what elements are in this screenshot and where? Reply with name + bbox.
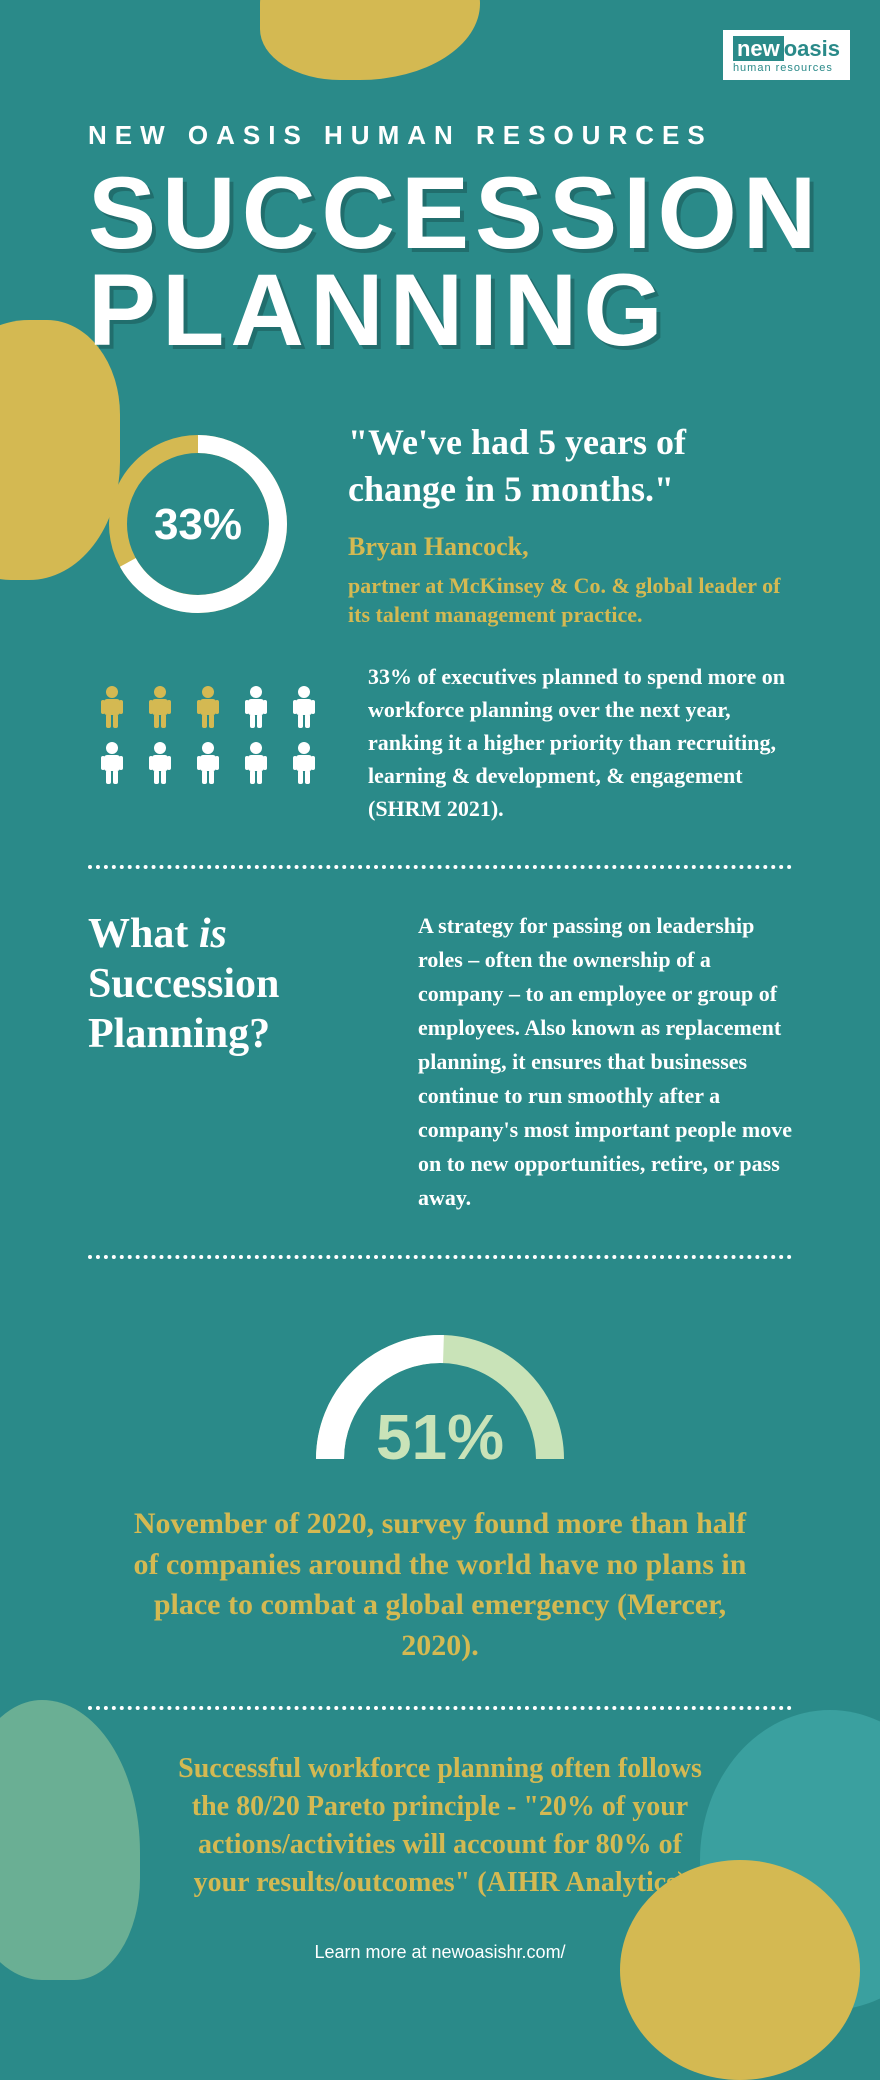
person-icon xyxy=(293,742,315,784)
executive-stat-text: 33% of executives planned to spend more … xyxy=(368,660,792,825)
divider xyxy=(88,1706,792,1710)
person-icon xyxy=(293,686,315,728)
person-icon xyxy=(245,742,267,784)
gauge-percent-label: 51% xyxy=(376,1401,504,1473)
definition-body: A strategy for passing on leadership rol… xyxy=(418,909,792,1216)
divider xyxy=(88,1255,792,1259)
definition-heading: What is Succession Planning? xyxy=(88,909,388,1216)
person-icon xyxy=(149,742,171,784)
quote-attribution-name: Bryan Hancock, xyxy=(348,532,792,562)
quote-attribution-title: partner at McKinsey & Co. & global leade… xyxy=(348,572,792,629)
footer-text: Learn more at newoasishr.com/ xyxy=(88,1942,792,1963)
person-icon xyxy=(197,686,219,728)
gauge-chart: 51% xyxy=(88,1299,792,1484)
pareto-principle-text: Successful workforce planning often foll… xyxy=(168,1750,712,1901)
person-icon xyxy=(101,686,123,728)
person-icon xyxy=(197,742,219,784)
page-title: SUCCESSION PLANNING xyxy=(88,165,792,359)
survey-stat-text: November of 2020, survey found more than… xyxy=(118,1504,762,1666)
person-icon xyxy=(101,742,123,784)
divider xyxy=(88,865,792,869)
quote-text: "We've had 5 years of change in 5 months… xyxy=(348,419,792,513)
page-subtitle: NEW OASIS HUMAN RESOURCES xyxy=(88,120,792,151)
people-icon-grid xyxy=(88,680,328,805)
donut-percent-label: 33% xyxy=(154,500,242,549)
person-icon xyxy=(245,686,267,728)
donut-chart: 33% xyxy=(88,419,308,630)
person-icon xyxy=(149,686,171,728)
